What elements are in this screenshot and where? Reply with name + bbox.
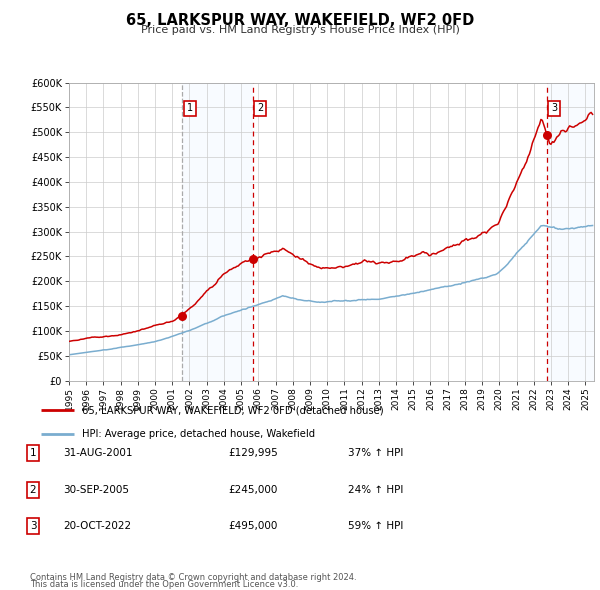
Text: 2: 2 xyxy=(257,103,263,113)
Text: 65, LARKSPUR WAY, WAKEFIELD, WF2 0FD: 65, LARKSPUR WAY, WAKEFIELD, WF2 0FD xyxy=(126,13,474,28)
Text: £129,995: £129,995 xyxy=(228,448,278,458)
Text: 59% ↑ HPI: 59% ↑ HPI xyxy=(348,522,403,531)
Text: 37% ↑ HPI: 37% ↑ HPI xyxy=(348,448,403,458)
Bar xyxy=(547,83,594,381)
Text: 24% ↑ HPI: 24% ↑ HPI xyxy=(348,485,403,494)
Text: 31-AUG-2001: 31-AUG-2001 xyxy=(63,448,133,458)
Text: 1: 1 xyxy=(29,448,37,458)
Text: £245,000: £245,000 xyxy=(228,485,277,494)
Text: £495,000: £495,000 xyxy=(228,522,277,531)
Text: 65, LARKSPUR WAY, WAKEFIELD, WF2 0FD (detached house): 65, LARKSPUR WAY, WAKEFIELD, WF2 0FD (de… xyxy=(82,405,383,415)
Text: This data is licensed under the Open Government Licence v3.0.: This data is licensed under the Open Gov… xyxy=(30,581,298,589)
Text: 2: 2 xyxy=(29,485,37,494)
Text: Price paid vs. HM Land Registry's House Price Index (HPI): Price paid vs. HM Land Registry's House … xyxy=(140,25,460,35)
Text: 20-OCT-2022: 20-OCT-2022 xyxy=(63,522,131,531)
Text: 30-SEP-2005: 30-SEP-2005 xyxy=(63,485,129,494)
Text: 3: 3 xyxy=(551,103,557,113)
Bar xyxy=(182,83,253,381)
Text: HPI: Average price, detached house, Wakefield: HPI: Average price, detached house, Wake… xyxy=(82,429,315,439)
Text: 1: 1 xyxy=(187,103,193,113)
Text: Contains HM Land Registry data © Crown copyright and database right 2024.: Contains HM Land Registry data © Crown c… xyxy=(30,573,356,582)
Text: 3: 3 xyxy=(29,522,37,531)
